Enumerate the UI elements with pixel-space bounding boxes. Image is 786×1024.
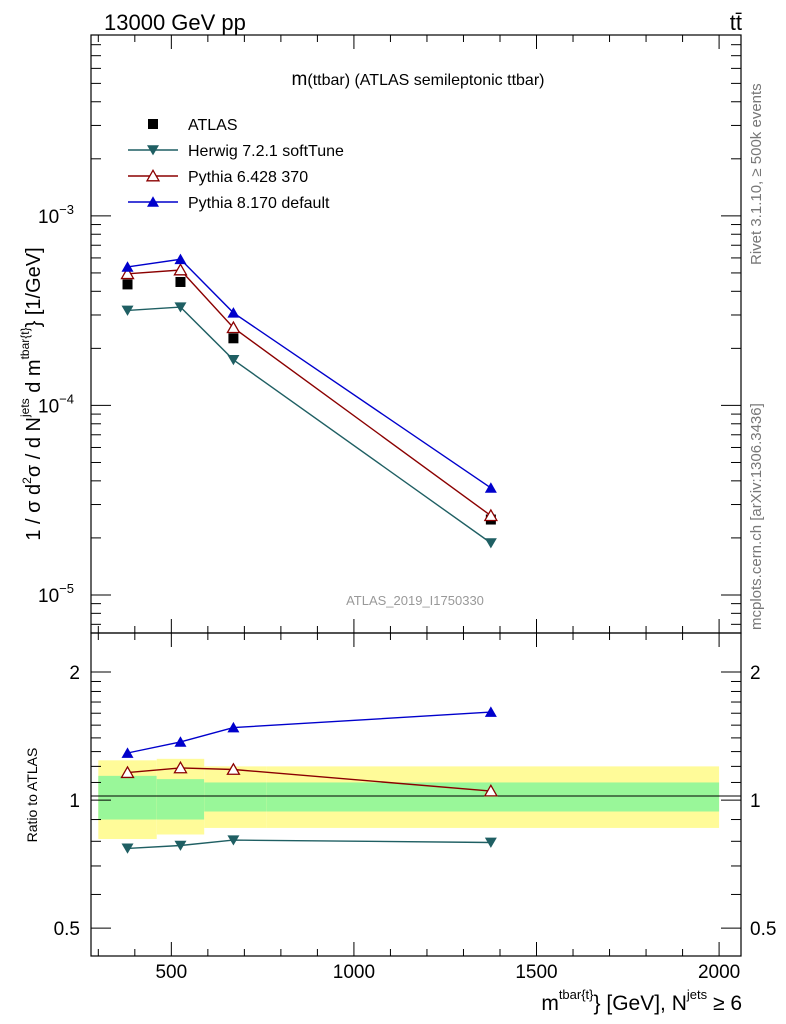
ratio-point-pythia-8-170-default <box>227 721 240 733</box>
x-tick-label: 2000 <box>698 962 740 983</box>
ratio-point-pythia-6-428-370 <box>226 762 241 775</box>
band-inner-bin <box>156 779 205 820</box>
data-point-pythia-6-428-370 <box>120 266 135 280</box>
data-point-pythia-8-170-default <box>227 307 240 318</box>
ratio-panel-axis: 500 1000 1500 2000 0.5 0.5 1 1 2 2 <box>54 663 777 983</box>
legend-label-herwig-7-2-1-softtune: Herwig 7.2.1 softTune <box>188 143 344 160</box>
ratio-line-pythia-8-170-default <box>127 711 491 754</box>
data-point-pythia-6-428-370 <box>226 320 241 334</box>
ratio-panel-frame <box>90 632 742 957</box>
legend-marker-herwig-7-2-1-softtune <box>147 145 159 156</box>
ratio-point-herwig-7-2-1-softtune <box>227 835 240 846</box>
analysis-id-label: ATLAS_2019_I1750330 <box>346 593 484 608</box>
x-tick-label: 500 <box>155 962 187 983</box>
data-point-pythia-6-428-370 <box>483 508 498 522</box>
legend-marker-pythia-8-170-default <box>147 196 159 207</box>
rivet-label: Rivet 3.1.10, ≥ 500k events <box>748 83 765 265</box>
plot-title: m(ttbar) (ATLAS semileptonic ttbar) <box>292 69 545 90</box>
ratio-panel-marks <box>120 706 498 854</box>
data-point-pythia-8-170-default <box>484 482 497 493</box>
ratio-point-pythia-6-428-370 <box>483 784 498 797</box>
ratio-line-pythia-6-428-370 <box>127 767 491 792</box>
energy-label: 13000 GeV pp <box>104 10 246 35</box>
data-point-atlas <box>175 276 186 287</box>
y-axis-label: 1 / σ d2σ / d Njets d mtbar{t}} [1/GeV] <box>18 247 45 540</box>
ratio-tick-label-left: 2 <box>69 663 80 684</box>
ratio-tick-label-right: 0.5 <box>750 919 776 940</box>
data-point-atlas <box>228 333 239 344</box>
ratio-y-axis-label: Ratio to ATLAS <box>24 748 40 843</box>
data-point-pythia-8-170-default <box>121 261 134 272</box>
band-inner-bin <box>98 775 157 820</box>
y-tick-label: 10−3 <box>38 202 74 228</box>
y-tick-label: 10−5 <box>38 581 74 607</box>
x-axis-label: mtbar{t}} [GeV], Njets ≥ 6 <box>541 987 742 1015</box>
mcplots-source-label: mcplots.cern.ch [arXiv:1306.3436] <box>748 403 765 630</box>
data-point-herwig-7-2-1-softtune <box>227 355 240 366</box>
ratio-point-pythia-8-170-default <box>484 706 497 717</box>
legend-label-pythia-6-428-370: Pythia 6.428 370 <box>188 169 308 186</box>
data-point-herwig-7-2-1-softtune <box>484 538 497 549</box>
legend-label-pythia-8-170-default: Pythia 8.170 default <box>188 195 330 212</box>
ratio-tick-label-right: 1 <box>750 791 761 812</box>
data-point-atlas <box>122 279 133 290</box>
data-point-herwig-7-2-1-softtune <box>174 302 187 313</box>
ratio-point-pythia-6-428-370 <box>173 760 188 774</box>
main-panel-marks <box>120 253 498 549</box>
data-point-herwig-7-2-1-softtune <box>121 305 134 316</box>
y-tick-label: 10−4 <box>38 391 74 417</box>
x-tick-label: 1500 <box>515 962 557 983</box>
legend: ATLAS Herwig 7.2.1 softTune Pythia 6.428 3… <box>128 117 344 212</box>
legend-label-atlas: ATLAS <box>188 117 238 134</box>
ratio-point-herwig-7-2-1-softtune <box>484 837 497 848</box>
ratio-tick-label-left: 0.5 <box>54 919 80 940</box>
ratio-line-herwig-7-2-1-softtune <box>127 839 491 850</box>
process-label: tt̄ <box>730 10 742 35</box>
ratio-point-pythia-8-170-default <box>174 736 187 747</box>
ratio-point-pythia-8-170-default <box>121 747 134 758</box>
band-inner-bin <box>266 782 720 812</box>
x-tick-label: 1000 <box>333 962 375 983</box>
ratio-uncertainty-band <box>98 758 720 839</box>
series-line-herwig-7-2-1-softtune <box>127 306 492 544</box>
legend-marker-pythia-6-428-370 <box>145 168 161 182</box>
ratio-tick-label-left: 1 <box>69 791 80 812</box>
ratio-point-herwig-7-2-1-softtune <box>121 843 134 854</box>
band-inner-bin <box>204 782 267 812</box>
data-point-pythia-8-170-default <box>174 253 187 265</box>
series-line-pythia-8-170-default <box>127 258 492 489</box>
legend-marker-atlas <box>148 119 158 129</box>
ratio-point-herwig-7-2-1-softtune <box>174 840 187 851</box>
data-point-pythia-6-428-370 <box>173 263 188 276</box>
series-line-pythia-6-428-370 <box>127 269 492 517</box>
ratio-tick-label-right: 2 <box>750 663 761 684</box>
main-panel-axis: 10−3 10−4 10−5 <box>38 35 741 647</box>
ratio-point-pythia-6-428-370 <box>120 765 135 779</box>
